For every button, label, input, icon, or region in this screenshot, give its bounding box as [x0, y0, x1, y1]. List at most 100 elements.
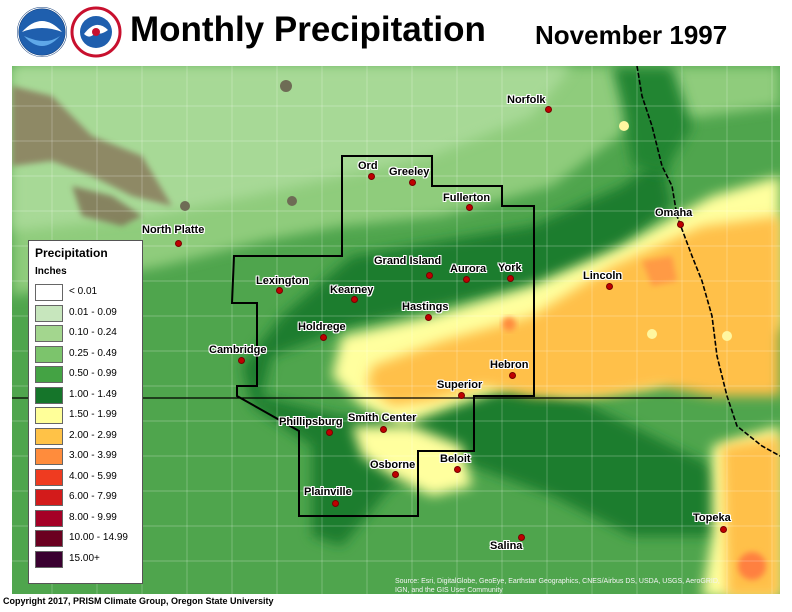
legend-item: 4.00 - 5.99	[35, 468, 139, 486]
plainville-marker	[332, 500, 339, 507]
city-label-osborne: Osborne	[370, 459, 416, 471]
ord-marker	[368, 173, 375, 180]
legend-swatch	[35, 325, 63, 342]
copyright-text: Copyright 2017, PRISM Climate Group, Ore…	[3, 596, 274, 606]
city-label-phillipsburg: Phillipsburg	[279, 416, 343, 428]
city-label-kearney: Kearney	[330, 284, 374, 296]
legend: Precipitation Inches < 0.01 0.01 - 0.09 0.…	[28, 240, 143, 584]
legend-label: 0.50 - 0.99	[69, 368, 117, 379]
legend-label: 3.00 - 3.99	[69, 450, 117, 461]
legend-swatch	[35, 366, 63, 383]
legend-swatch	[35, 468, 63, 486]
legend-swatch	[35, 304, 63, 322]
omaha-marker	[677, 221, 684, 228]
city-label-lincoln: Lincoln	[583, 270, 623, 282]
legend-swatch	[35, 448, 63, 465]
beloit-marker	[454, 466, 461, 473]
north-platte-marker	[175, 240, 182, 247]
city-label-omaha: Omaha	[655, 207, 693, 219]
legend-swatch	[35, 530, 63, 547]
legend-label: < 0.01	[69, 286, 98, 297]
legend-label: 0.25 - 0.49	[69, 347, 117, 359]
superior-marker	[458, 392, 465, 399]
legend-item: 2.00 - 2.99	[35, 427, 139, 445]
legend-item: 1.50 - 1.99	[35, 407, 139, 424]
fullerton-marker	[466, 204, 473, 211]
period-label: November 1997	[535, 20, 728, 50]
city-label-topeka: Topeka	[693, 512, 731, 524]
legend-item: 1.00 - 1.49	[35, 386, 139, 404]
city-label-grand-island: Grand Island	[374, 255, 442, 267]
basemap-source: Source: Esri, DigitalGlobe, GeoEye, Eart…	[395, 578, 720, 585]
city-label-beloit: Beloit	[440, 453, 471, 465]
city-label-aurora: Aurora	[450, 263, 487, 275]
norfolk-marker	[545, 106, 552, 113]
legend-label: 0.10 - 0.24	[69, 327, 117, 338]
york-marker	[507, 275, 514, 282]
osborne-marker	[392, 471, 399, 478]
aurora-marker	[463, 276, 470, 283]
legend-unit: Inches	[35, 266, 67, 277]
legend-item: 0.50 - 0.99	[35, 366, 139, 383]
legend-item: 0.10 - 0.24	[35, 325, 139, 342]
holdrege-marker	[320, 334, 327, 341]
city-label-superior: Superior	[437, 379, 483, 391]
legend-label: 2.00 - 2.99	[69, 429, 117, 441]
legend-swatch	[35, 427, 63, 445]
hastings-marker	[425, 314, 432, 321]
city-label-hastings: Hastings	[402, 301, 449, 313]
legend-item: 6.00 - 7.99	[35, 489, 139, 506]
city-label-north-platte: North Platte	[142, 224, 205, 236]
city-label-smith-center: Smith Center	[348, 412, 417, 424]
legend-item: 15.00+	[35, 550, 139, 568]
legend-label: 8.00 - 9.99	[69, 511, 117, 523]
greeley-marker	[409, 179, 416, 186]
legend-swatch	[35, 345, 63, 363]
legend-swatch	[35, 489, 63, 506]
legend-label: 1.00 - 1.49	[69, 388, 117, 400]
city-label-fullerton: Fullerton	[443, 192, 491, 204]
city-label-york: York	[498, 262, 522, 274]
kearney-marker	[351, 296, 358, 303]
legend-label: 6.00 - 7.99	[69, 491, 117, 502]
legend-item: < 0.01	[35, 284, 139, 301]
legend-label: 10.00 - 14.99	[69, 532, 128, 543]
legend-item: 10.00 - 14.99	[35, 530, 139, 547]
lexington-marker	[276, 287, 283, 294]
smith-center-marker	[380, 426, 387, 433]
city-label-ord: Ord	[358, 160, 378, 172]
city-label-greeley: Greeley	[389, 166, 430, 178]
legend-item: 0.25 - 0.49	[35, 345, 139, 363]
legend-title: Precipitation	[35, 246, 108, 260]
legend-label: 1.50 - 1.99	[69, 409, 117, 420]
legend-swatch	[35, 407, 63, 424]
city-label-lexington: Lexington	[256, 275, 309, 287]
topeka-marker	[720, 526, 727, 533]
legend-item: 3.00 - 3.99	[35, 448, 139, 465]
hebron-marker	[509, 372, 516, 379]
legend-swatch	[35, 386, 63, 404]
national-weather-service-logo	[70, 6, 122, 58]
noaa-logo	[17, 7, 67, 57]
header: Monthly Precipitation November 1997	[0, 0, 792, 66]
city-label-norfolk: Norfolk	[507, 94, 546, 106]
legend-item: 8.00 - 9.99	[35, 509, 139, 527]
grand-island-marker	[426, 272, 433, 279]
city-label-plainville: Plainville	[304, 486, 352, 498]
page-title: Monthly Precipitation	[130, 10, 486, 49]
city-label-cambridge: Cambridge	[209, 344, 267, 356]
city-label-holdrege: Holdrege	[298, 321, 346, 333]
salina-marker	[518, 534, 525, 541]
legend-label: 0.01 - 0.09	[69, 306, 117, 318]
lincoln-marker	[606, 283, 613, 290]
phillipsburg-marker	[326, 429, 333, 436]
legend-label: 15.00+	[69, 552, 100, 564]
legend-swatch	[35, 284, 63, 301]
legend-item: 0.01 - 0.09	[35, 304, 139, 322]
city-label-hebron: Hebron	[490, 359, 529, 371]
city-label-salina: Salina	[490, 540, 523, 552]
legend-swatch	[35, 509, 63, 527]
basemap-source-2: IGN, and the GIS User Community	[395, 587, 503, 594]
cambridge-marker	[238, 357, 245, 364]
legend-label: 4.00 - 5.99	[69, 470, 117, 482]
